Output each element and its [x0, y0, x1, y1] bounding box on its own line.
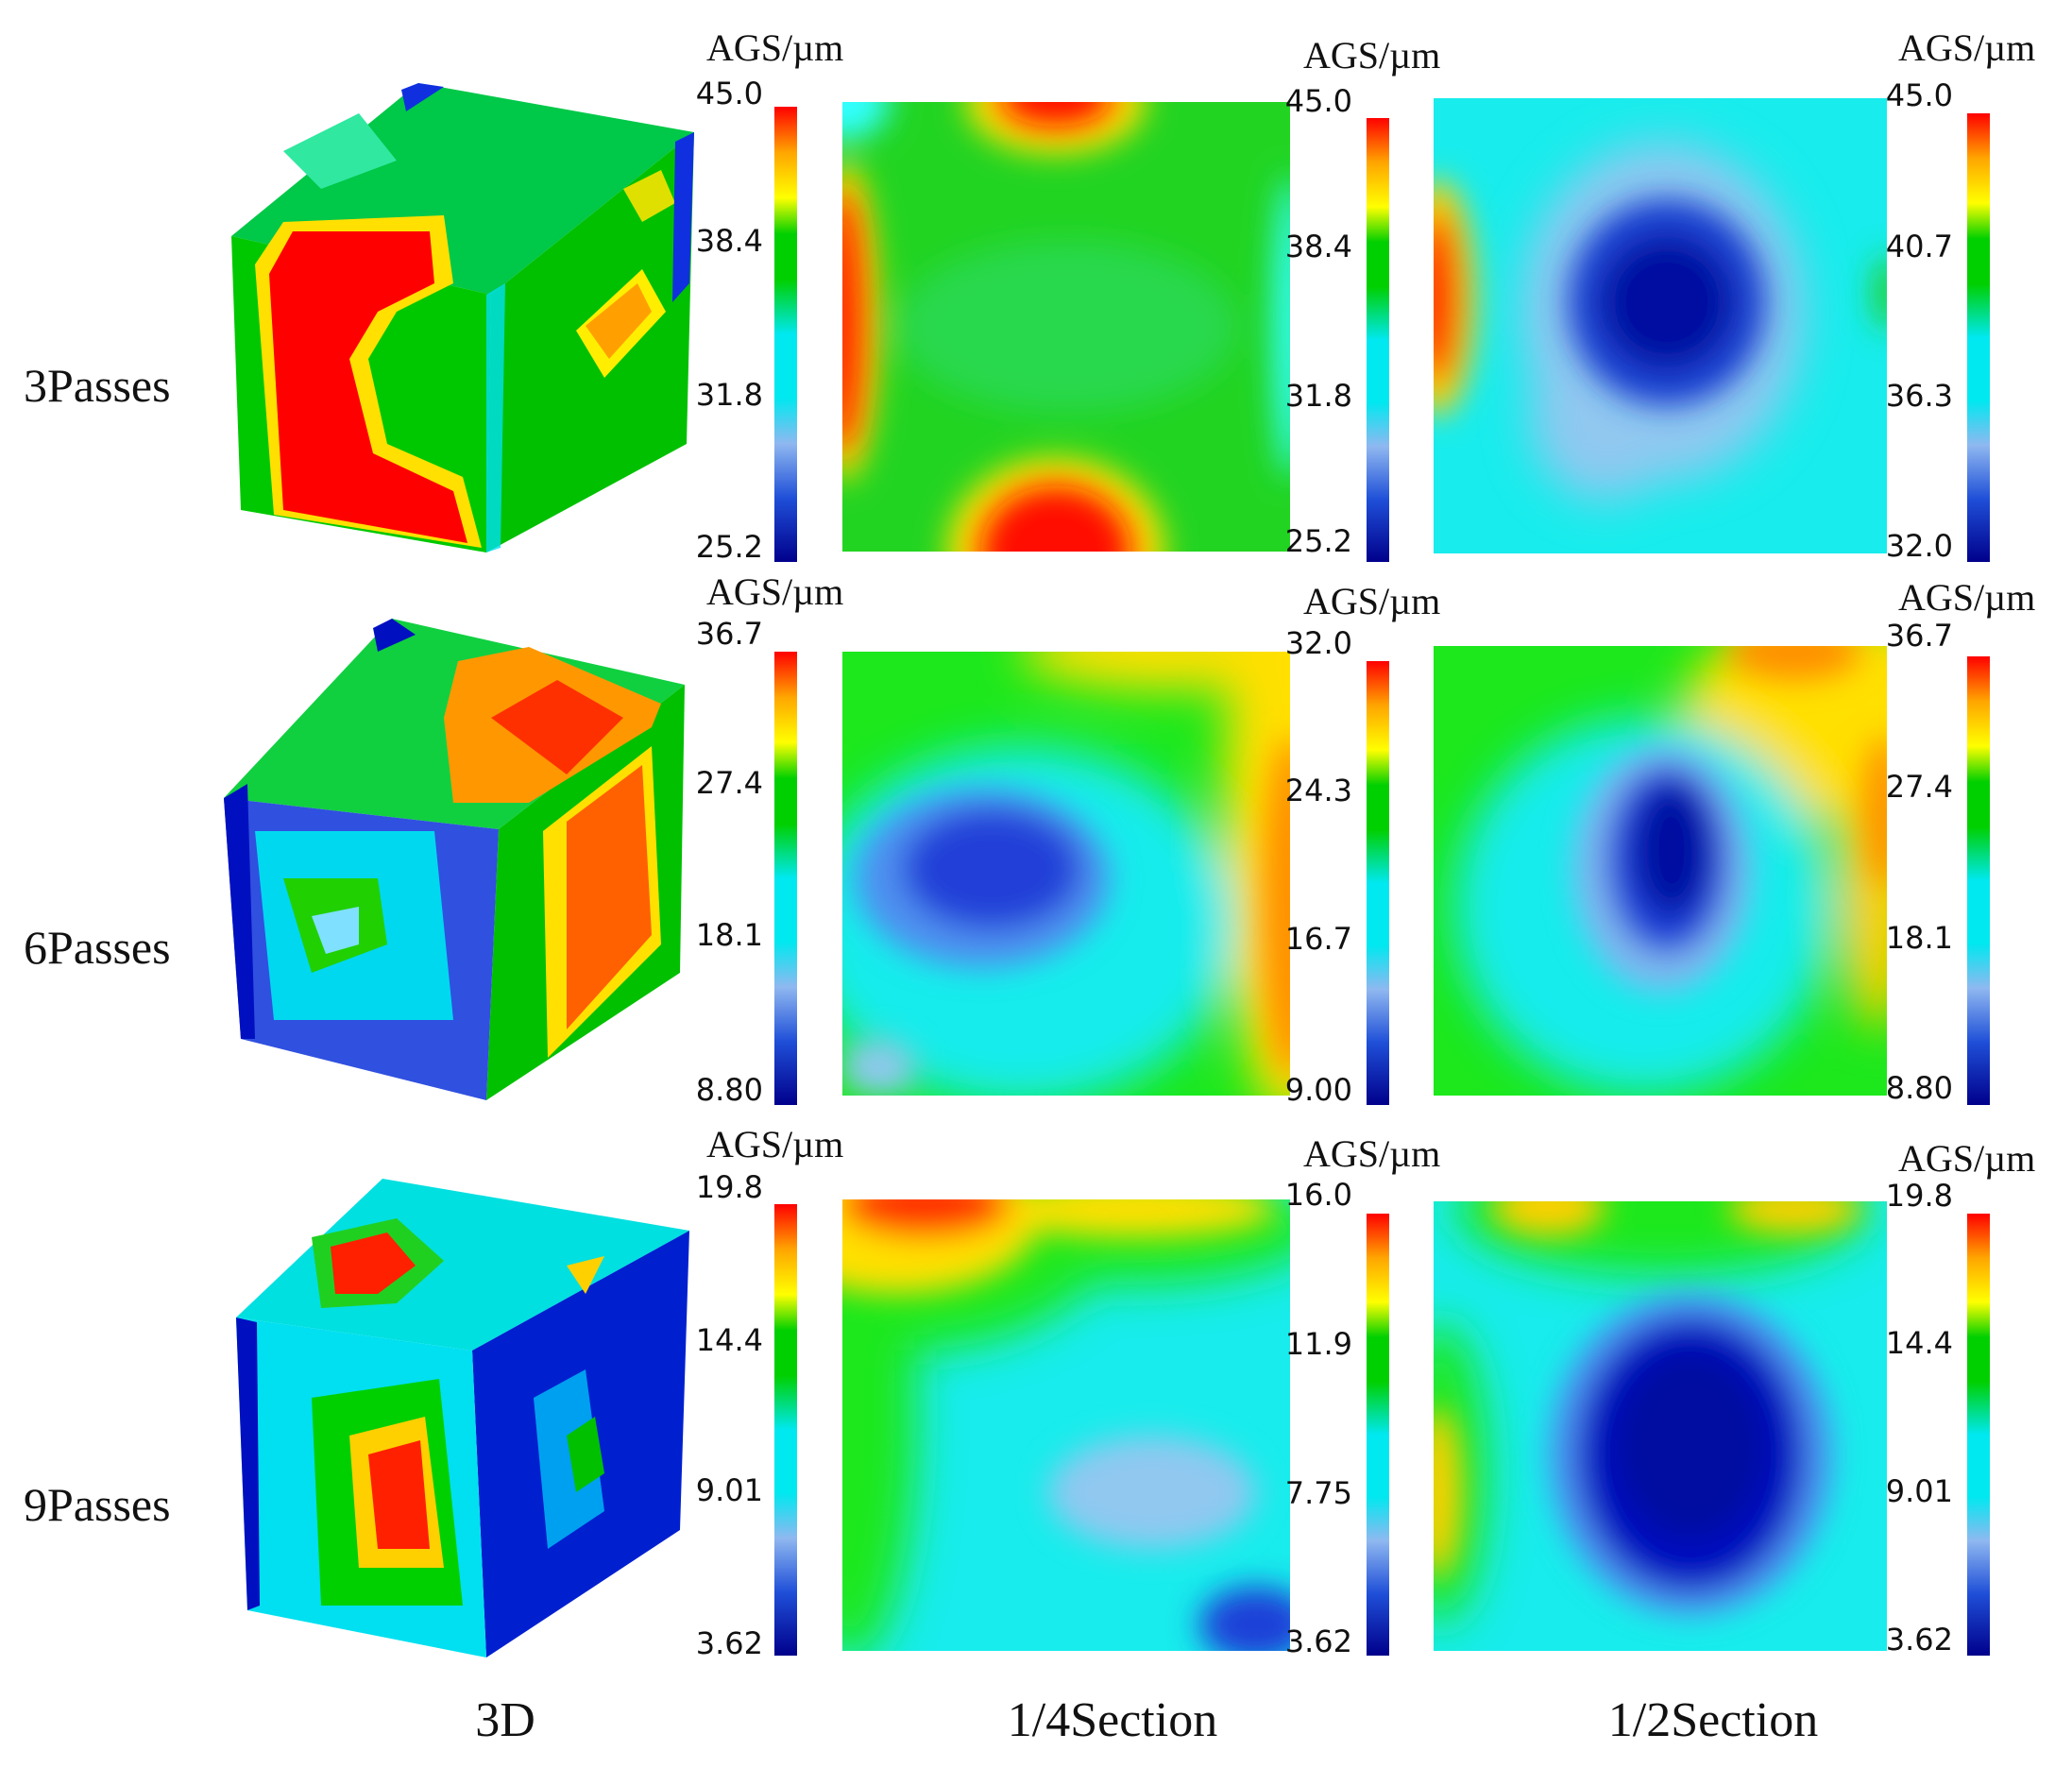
tick-label: 36.7 [696, 616, 763, 652]
colorbar-9 [1967, 1214, 1990, 1656]
tick-label: 36.7 [1886, 618, 1953, 654]
tick-label: 9.00 [1285, 1072, 1352, 1108]
colorbar-5 [1367, 661, 1389, 1105]
tick-label: 38.4 [1285, 229, 1352, 264]
tick-label: 16.7 [1285, 921, 1352, 957]
tick-label: 9.01 [1886, 1473, 1953, 1509]
colorbar-7 [774, 1204, 797, 1656]
tick-label: 14.4 [696, 1322, 763, 1358]
tick-label: 45.0 [1886, 77, 1953, 113]
tick-label: 8.80 [1886, 1070, 1953, 1106]
row-labels: 3Passes 6Passes 9Passes [24, 359, 171, 1531]
unit-titles: AGS/µm AGS/µm AGS/µm AGS/µm AGS/µm AGS/µ… [706, 26, 2035, 1180]
contour-1-2-3passes [1434, 98, 1887, 553]
tick-label: 19.8 [1886, 1178, 1953, 1214]
tick-label: 7.75 [1285, 1475, 1352, 1511]
colorbars [774, 107, 1990, 1656]
tick-label: 38.4 [696, 223, 763, 259]
tick-label: 45.0 [696, 76, 763, 111]
tick-label: 25.2 [1285, 523, 1352, 559]
tick-label: 19.8 [696, 1169, 763, 1205]
unit-title-6: AGS/µm [1898, 576, 2035, 619]
unit-title-3: AGS/µm [1898, 26, 2035, 69]
cube-3d-3passes [231, 83, 694, 552]
tick-label: 3.62 [1886, 1622, 1953, 1658]
tick-label: 11.9 [1285, 1326, 1352, 1362]
unit-title-2: AGS/µm [1303, 34, 1440, 76]
tick-label: 3.62 [1285, 1624, 1352, 1659]
tick-label: 31.8 [696, 377, 763, 413]
tick-label: 3.62 [696, 1625, 763, 1661]
tick-labels: 45.0 38.4 31.8 25.2 45.0 38.4 31.8 25.2 … [696, 76, 1953, 1661]
tick-label: 32.0 [1285, 625, 1352, 661]
tick-label: 27.4 [1886, 769, 1953, 805]
unit-title-9: AGS/µm [1898, 1137, 2035, 1180]
contour-1-2-9passes [1434, 1201, 1887, 1651]
colorbar-2 [1367, 118, 1389, 562]
colorbar-3 [1967, 113, 1990, 562]
tick-label: 27.4 [696, 765, 763, 801]
unit-title-1: AGS/µm [706, 26, 843, 69]
column-label-half-section: 1/2Section [1608, 1693, 1818, 1747]
tick-label: 24.3 [1285, 773, 1352, 808]
tick-label: 18.1 [1886, 920, 1953, 956]
unit-title-8: AGS/µm [1303, 1132, 1440, 1175]
tick-label: 18.1 [696, 917, 763, 953]
contour-1-4-6passes [842, 652, 1290, 1096]
tick-label: 45.0 [1285, 83, 1352, 119]
tick-label: 25.2 [696, 529, 763, 565]
cube-3d-6passes [224, 619, 685, 1100]
tick-label: 16.0 [1285, 1177, 1352, 1213]
column-label-3d: 3D [475, 1693, 535, 1747]
tick-label: 8.80 [696, 1072, 763, 1108]
column-labels: 3D 1/4Section 1/2Section [475, 1693, 1818, 1747]
tick-label: 31.8 [1285, 378, 1352, 414]
tick-label: 36.3 [1886, 378, 1953, 414]
colorbar-8 [1367, 1214, 1389, 1656]
tick-label: 9.01 [696, 1472, 763, 1508]
contour-1-2-6passes [1434, 646, 1887, 1096]
tick-label: 32.0 [1886, 528, 1953, 564]
colorbar-4 [774, 652, 797, 1105]
row-label-6passes: 6Passes [24, 921, 171, 974]
cube-3d-9passes [236, 1179, 689, 1658]
unit-title-4: AGS/µm [706, 570, 843, 613]
contour-1-4-9passes [842, 1199, 1290, 1651]
unit-title-5: AGS/µm [1303, 580, 1440, 622]
row-label-3passes: 3Passes [24, 359, 171, 412]
tick-label: 14.4 [1886, 1325, 1953, 1361]
contour-1-4-3passes [842, 102, 1290, 552]
row-label-9passes: 9Passes [24, 1478, 171, 1531]
tick-label: 40.7 [1886, 229, 1953, 264]
unit-title-7: AGS/µm [706, 1123, 843, 1165]
colorbar-6 [1967, 656, 1990, 1105]
colorbar-1 [774, 107, 797, 562]
column-label-quarter-section: 1/4Section [1008, 1693, 1217, 1747]
